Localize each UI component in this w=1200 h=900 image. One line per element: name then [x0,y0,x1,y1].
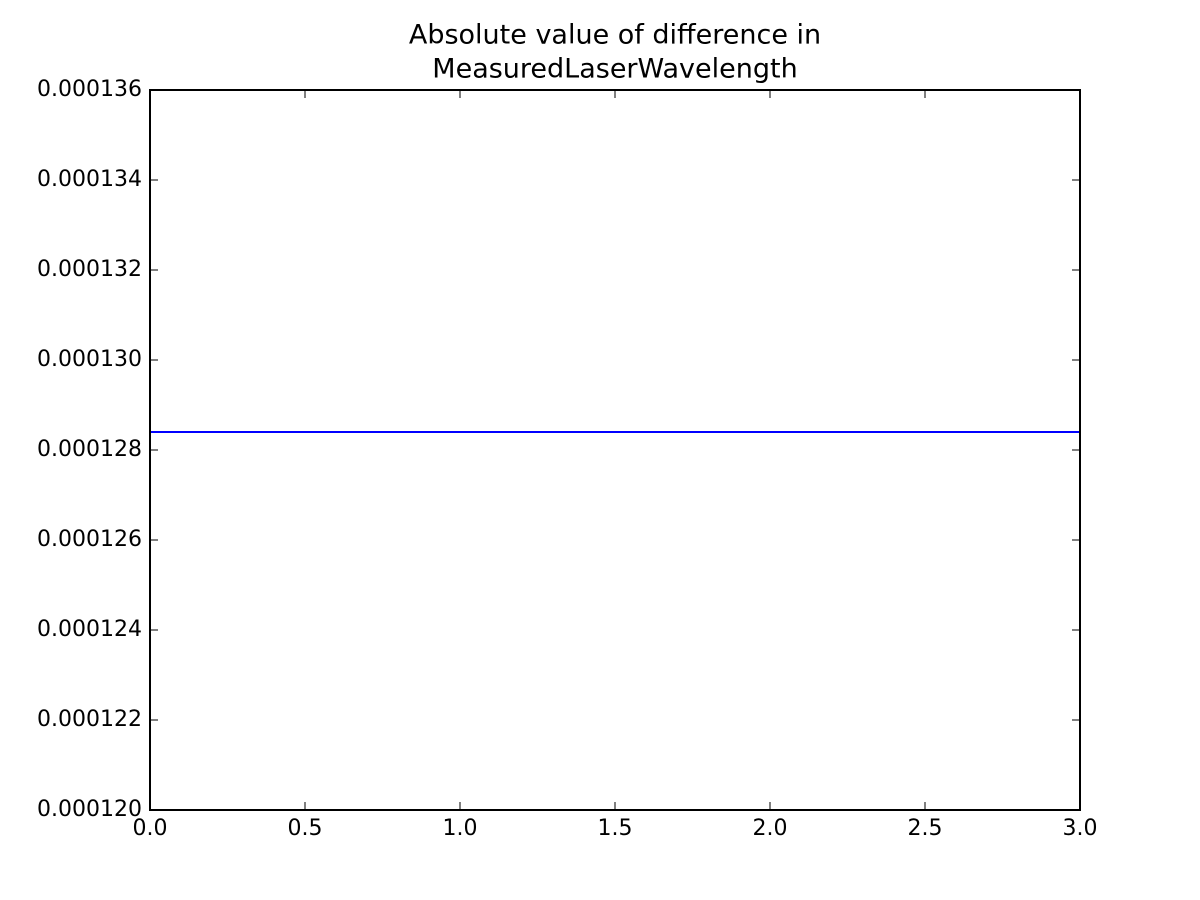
x-tick-label: 0.0 [133,816,168,841]
y-tick-label: 0.000124 [37,617,142,642]
y-tick-label: 0.000122 [37,707,142,732]
x-tick-label: 1.0 [443,816,478,841]
x-tick-label: 1.5 [598,816,633,841]
y-tick-label: 0.000126 [37,527,142,552]
x-tick-label: 2.5 [908,816,943,841]
y-tick-label: 0.000136 [37,77,142,102]
y-tick-label: 0.000120 [37,797,142,822]
y-tick-label: 0.000134 [37,167,142,192]
y-tick-label: 0.000130 [37,347,142,372]
x-tick-label: 2.0 [753,816,788,841]
chart-title: MeasuredLaserWavelength [432,54,797,85]
x-tick-label: 3.0 [1063,816,1098,841]
y-tick-label: 0.000128 [37,437,142,462]
x-tick-label: 0.5 [288,816,323,841]
chart-title: Absolute value of difference in [409,20,821,51]
plot-frame [149,89,1081,811]
y-tick-label: 0.000132 [37,257,142,282]
